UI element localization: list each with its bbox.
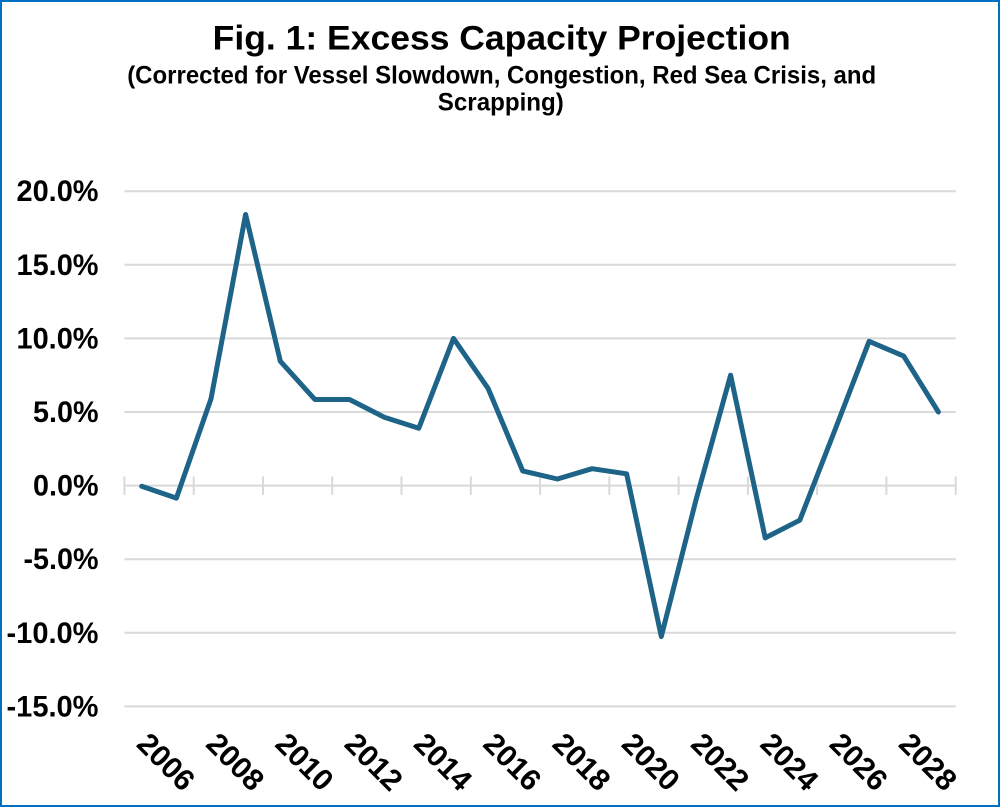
svg-text:-5.0%: -5.0% bbox=[24, 543, 99, 576]
svg-text:0.0%: 0.0% bbox=[33, 470, 99, 503]
svg-text:(Corrected for Vessel Slowdown: (Corrected for Vessel Slowdown, Congesti… bbox=[127, 62, 876, 90]
svg-text:15.0%: 15.0% bbox=[17, 249, 99, 282]
svg-text:Fig. 1: Excess Capacity Projec: Fig. 1: Excess Capacity Projection bbox=[213, 19, 791, 57]
svg-text:20.0%: 20.0% bbox=[17, 175, 99, 208]
svg-text:-10.0%: -10.0% bbox=[7, 617, 99, 650]
svg-text:5.0%: 5.0% bbox=[33, 396, 99, 429]
svg-text:-15.0%: -15.0% bbox=[7, 691, 99, 724]
svg-text:Scrapping): Scrapping) bbox=[438, 88, 564, 116]
svg-text:10.0%: 10.0% bbox=[17, 322, 99, 355]
